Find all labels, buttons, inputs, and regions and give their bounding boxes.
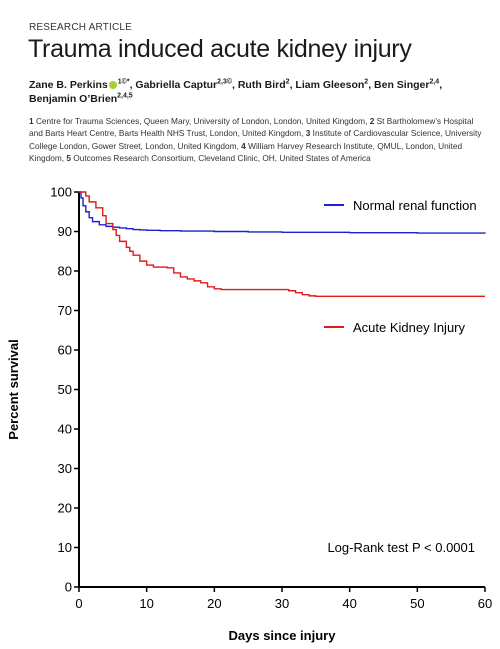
author-affiliation-sup: 2,4 (429, 78, 440, 86)
y-tick-label: 80 (58, 264, 72, 279)
author-name[interactable]: Zane B. Perkins (29, 79, 108, 91)
y-tick-label: 90 (58, 224, 72, 239)
y-tick-label: 100 (50, 185, 72, 200)
survival-chart: 0 10 20 30 40 50 60 70 80 90 100 0 10 20 30 40 50 60 Norm… (6, 185, 492, 644)
y-tick-label: 0 (65, 580, 72, 595)
affiliation-text: Centre for Trauma Sciences, Queen Mary, … (35, 116, 370, 126)
series-line-acute-kidney-injury (79, 191, 485, 297)
affiliation-text: William Harvey Research Institute, QMUL,… (29, 140, 463, 164)
author-name[interactable]: Ben Singer (374, 79, 430, 91)
affiliation-list: 1 Centre for Trauma Sciences, Queen Mary… (29, 115, 484, 165)
x-tick-label: 50 (410, 596, 424, 611)
affiliation-text: St Bartholomew’s Hospital and Barts Hear… (29, 116, 474, 139)
author-list: Zane B. Perkins 1©*, Gabriella Captur2,3©… (29, 78, 443, 106)
article-type-label: RESEARCH ARTICLE (29, 22, 133, 33)
author-name[interactable]: Gabriella Captur (135, 79, 218, 91)
author-affiliation-sup: 1©* (117, 78, 130, 86)
y-tick-label: 60 (58, 343, 72, 358)
author-affiliation-sup: 2 (364, 78, 369, 86)
legend-label: Normal renal function (353, 198, 477, 213)
chart-ticks: 0 10 20 30 40 50 60 70 80 90 100 0 10 20 30 40 50 60 (50, 185, 492, 612)
y-tick-label: 10 (58, 540, 72, 555)
author-affiliation-sup: 2,3© (217, 78, 232, 86)
orcid-icon[interactable] (108, 81, 117, 89)
x-tick-label: 60 (478, 596, 492, 611)
author-name[interactable]: Ruth Bird (237, 79, 286, 91)
article-title: Trauma induced acute kidney injury (28, 35, 412, 63)
series-line-normal-renal-function (79, 191, 486, 234)
x-tick-label: 0 (75, 596, 82, 611)
y-tick-label: 70 (58, 303, 72, 318)
legend-label: Acute Kidney Injury (353, 320, 466, 335)
y-tick-label: 50 (58, 382, 72, 397)
affiliation-number: 4 (241, 140, 246, 151)
y-axis-title: Percent survival (6, 339, 21, 439)
affiliation-text: Institute of Cardiovascular Science, Uni… (29, 128, 482, 151)
affiliation-text: Outcomes Research Consortium, Cleveland … (73, 153, 371, 164)
affiliation-number: 5 (66, 153, 71, 164)
chart-series (79, 191, 486, 297)
y-tick-label: 40 (58, 422, 72, 437)
y-tick-label: 30 (58, 461, 72, 476)
author-name[interactable]: Liam Gleeson (295, 79, 365, 91)
x-tick-label: 40 (342, 596, 356, 611)
x-axis-title: Days since injury (229, 628, 337, 643)
chart-axes (78, 192, 485, 588)
author-name[interactable]: Benjamin O’Brien (29, 93, 118, 105)
affiliation-number: 2 (369, 116, 375, 126)
author-affiliation-sup: 2,4,5 (117, 92, 133, 100)
author-affiliation-sup: 2 (285, 78, 290, 86)
x-tick-label: 30 (275, 596, 289, 611)
affiliation-number: 1 (29, 116, 34, 126)
logrank-annotation: Log-Rank test P < 0.0001 (327, 540, 475, 555)
x-tick-label: 20 (207, 596, 221, 611)
affiliation-number: 3 (305, 128, 311, 139)
chart-legend: Normal renal function Acute Kidney Injury (324, 198, 477, 335)
x-tick-label: 10 (139, 596, 153, 611)
y-tick-label: 20 (58, 501, 72, 516)
